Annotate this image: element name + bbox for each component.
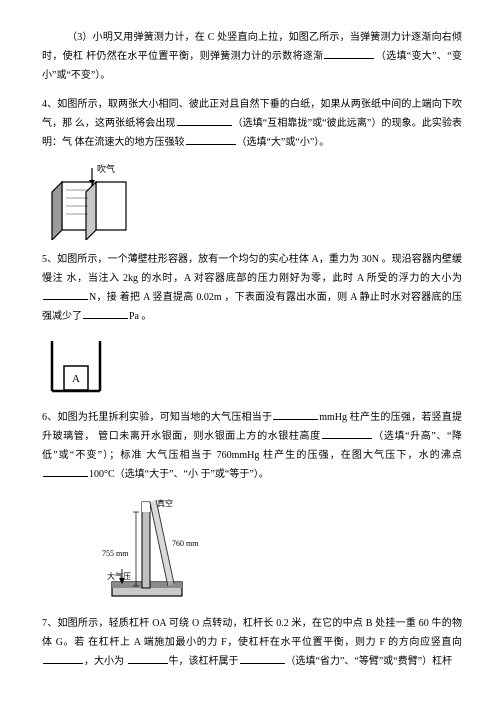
q5-l3-pre: 着把 A 竖直提高 xyxy=(120,292,194,303)
q6-l1-pre: 6、如图为托里拆利实验，可知当地的大气压相当于 xyxy=(42,412,272,423)
q5-l2-mid: 的水时，A 对容器底部的压力刚好为零，此时 A 所受的浮力的大小为 xyxy=(141,273,462,284)
q3-blank xyxy=(324,49,374,60)
q4-blank2 xyxy=(186,135,236,146)
q3-line2-pre: 杆仍然在水平位置平衡，则弹簧测力计的示数将逐渐 xyxy=(86,51,323,62)
q5-box-label: A xyxy=(72,373,80,385)
q5-l2-num: 2kg xyxy=(123,273,138,284)
q6-l4: 于”或“等于”）。 xyxy=(200,469,268,480)
q5-l1-num: 30N xyxy=(362,254,379,265)
q5-l1-pre: 5、如图所示，一个薄壁柱形容器，放有一个均匀的实心柱体 A，重力为 xyxy=(42,254,359,265)
q6-blank1 xyxy=(273,410,318,421)
q4-l3-post: （选填“大”或“小”）。 xyxy=(237,137,330,148)
q7-l3-pre: 牛，该杠杆属于 xyxy=(169,656,239,667)
q5-l3-num: 0.02m xyxy=(196,292,221,303)
q7-blank3 xyxy=(240,654,285,665)
q3-paragraph: （3）小明又用弹簧测力计，在 C 处竖直向上拉，如图乙所示，当弹簧测力计逐渐向右… xyxy=(42,28,462,85)
q4-blow-label: 吹气 xyxy=(97,163,115,174)
q6-l3-mid: 100°C（选填“大于”、“小 xyxy=(89,469,198,480)
q5-figure: A xyxy=(42,336,462,398)
q6-blank3 xyxy=(43,467,88,478)
q7-l2-pre: 在杠杆上 A 端施加最小的力 F，使杠杆在水平位置平衡，则力 F 的方向应竖直向 xyxy=(88,637,462,648)
q6-l3-pre: 大气压相当于 760mmHg 柱产生的压强，在图大气压下，水的沸点 xyxy=(146,450,462,461)
q5-l3-unit: Pa 。 xyxy=(129,311,152,322)
q6-paragraph: 6、如图为托里拆利实验，可知当地的大气压相当于mmHg 柱产生的压强，若竖直提升… xyxy=(42,408,462,484)
q5-l2-unit: N，接 xyxy=(89,292,117,303)
q4-l2-pre: 么，这两张纸将会出现 xyxy=(75,118,176,129)
q6-blank2 xyxy=(322,429,372,440)
q6-figure: 真空 755 mm 760 mm 大气压 xyxy=(82,494,462,604)
q5-l2-pre: 水，当注入 xyxy=(67,273,120,284)
q7-blank1 xyxy=(43,654,83,665)
q6-l2-pre: 管口未离开水银面，则水银面上方的水银柱高度 xyxy=(98,431,321,442)
q4-blank1 xyxy=(177,116,232,127)
q4-figure: 吹气 xyxy=(42,162,462,240)
q5-blank1 xyxy=(43,290,88,301)
q7-blank2 xyxy=(128,654,168,665)
q6-atm-label: 大气压 xyxy=(107,571,131,581)
q4-paragraph: 4、如图所示，取两张大小相同、彼此正对且自然下垂的白纸，如果从两张纸中间的上端向… xyxy=(42,95,462,152)
q5-blank2 xyxy=(83,309,128,320)
q5-paragraph: 5、如图所示，一个薄壁柱形容器，放有一个均匀的实心柱体 A，重力为 30N 。现… xyxy=(42,250,462,326)
q6-vac-label: 真空 xyxy=(157,498,173,508)
q6-760-label: 760 mm xyxy=(172,539,199,548)
q7-l3-post: （选填“省力”、“等臂”或“费臂”）杠杆 xyxy=(286,656,453,667)
page: { "q3": { "line1": "（3）小明又用弹簧测力计，在 C 处竖直… xyxy=(0,0,500,707)
q7-paragraph: 7、如图所示，轻质杠杆 OA 可绕 O 点转动，杠杆长 0.2 米，在它的中点 … xyxy=(42,614,462,671)
q6-755-label: 755 mm xyxy=(102,549,129,558)
q7-l2-post: ，大小为 xyxy=(84,656,124,667)
q4-l3-pre: 体在流速大的地方压强较 xyxy=(75,137,185,148)
